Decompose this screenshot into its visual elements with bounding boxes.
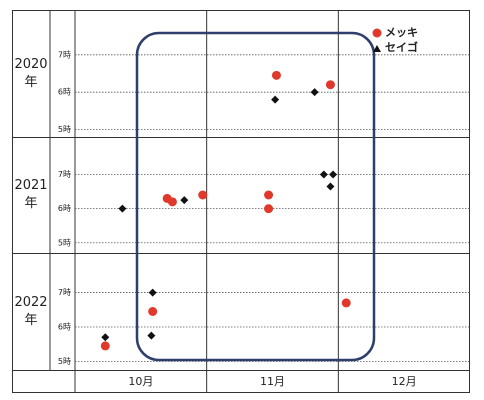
y-tick-label: 7時	[58, 50, 71, 59]
point	[147, 331, 156, 340]
point	[264, 204, 274, 214]
point	[319, 170, 328, 179]
point	[341, 298, 351, 308]
x-tick-label: 12月	[392, 375, 417, 388]
y-tick-label: 6時	[58, 88, 71, 97]
y-tick-label: 5時	[58, 357, 71, 366]
panel-title: 2020 年	[14, 56, 48, 90]
point	[148, 288, 157, 297]
panel-title: 2022 年	[14, 294, 48, 328]
point	[271, 95, 280, 104]
point	[310, 88, 319, 97]
y-tick-label: 5時	[58, 125, 71, 134]
y-tick-label: 6時	[58, 204, 71, 213]
point	[329, 170, 338, 179]
legend-label: メッキ	[385, 26, 418, 39]
frame	[12, 10, 470, 393]
legend-label: セイゴ	[385, 40, 418, 54]
point	[271, 70, 281, 80]
point	[326, 182, 335, 191]
point	[264, 190, 274, 200]
highlight-box	[135, 31, 376, 362]
point	[325, 80, 335, 90]
point	[101, 333, 110, 342]
legend-marker	[372, 28, 382, 38]
point	[198, 190, 208, 200]
point	[148, 307, 158, 316]
legend-marker	[373, 45, 381, 52]
x-tick-label: 10月	[128, 375, 153, 388]
point	[100, 341, 110, 351]
plots: 5時 6時 7時 5時 6時 7時 5時 6時 7時 10月 11月 12月	[58, 10, 470, 392]
y-tick-label: 5時	[58, 238, 71, 247]
y-tick-label: 7時	[58, 170, 71, 179]
x-tick-label: 11月	[260, 375, 285, 388]
point	[180, 196, 189, 205]
point	[167, 197, 177, 207]
y-tick-label: 7時	[58, 288, 71, 297]
y-tick-label: 6時	[58, 322, 71, 331]
point	[118, 204, 127, 213]
panel-title: 2021 年	[14, 178, 48, 211]
